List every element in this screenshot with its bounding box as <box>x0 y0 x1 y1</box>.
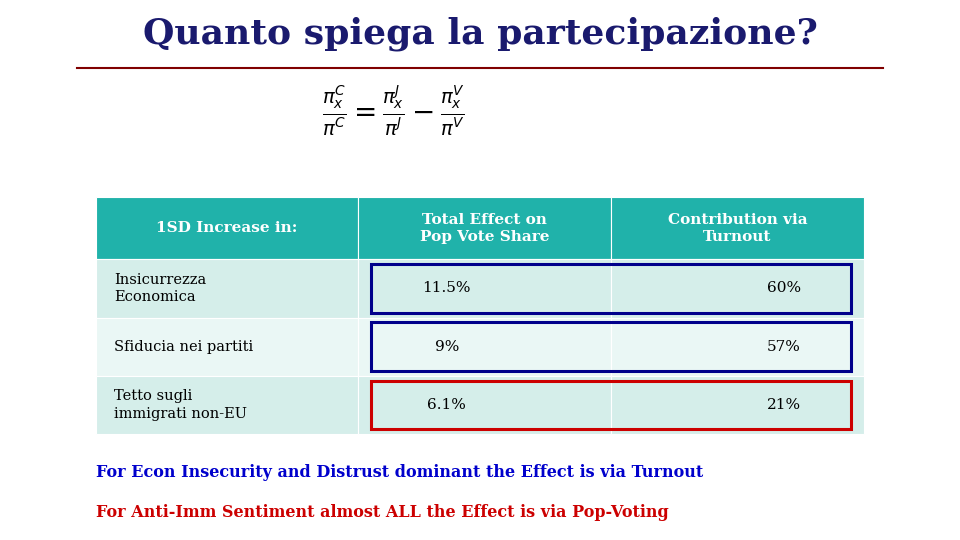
FancyBboxPatch shape <box>612 197 864 259</box>
Text: Contribution via
Turnout: Contribution via Turnout <box>668 213 807 244</box>
Text: 60%: 60% <box>767 281 801 295</box>
Text: Sfiducia nei partiti: Sfiducia nei partiti <box>114 340 253 354</box>
Text: Quanto spiega la partecipazione?: Quanto spiega la partecipazione? <box>143 16 817 51</box>
Text: Total Effect on
Pop Vote Share: Total Effect on Pop Vote Share <box>420 213 549 244</box>
Text: $\frac{\pi_x^C}{\pi^C} = \frac{\pi_x^J}{\pi^J} - \frac{\pi_x^V}{\pi^V}$: $\frac{\pi_x^C}{\pi^C} = \frac{\pi_x^J}{… <box>323 84 465 138</box>
Text: 11.5%: 11.5% <box>422 281 471 295</box>
FancyBboxPatch shape <box>96 318 358 376</box>
Text: 57%: 57% <box>767 340 801 354</box>
Text: For Econ Insecurity and Distrust dominant the Effect is via Turnout: For Econ Insecurity and Distrust dominan… <box>96 464 704 481</box>
Text: Insicurrezza
Economica: Insicurrezza Economica <box>114 273 206 304</box>
Text: 6.1%: 6.1% <box>427 398 467 412</box>
Text: 1SD Increase in:: 1SD Increase in: <box>156 221 298 235</box>
FancyBboxPatch shape <box>612 318 864 376</box>
Text: Tetto sugli
immigrati non-EU: Tetto sugli immigrati non-EU <box>114 389 248 421</box>
FancyBboxPatch shape <box>358 259 612 318</box>
FancyBboxPatch shape <box>358 318 612 376</box>
FancyBboxPatch shape <box>358 197 612 259</box>
Text: 21%: 21% <box>767 398 801 412</box>
FancyBboxPatch shape <box>96 376 358 434</box>
FancyBboxPatch shape <box>96 197 358 259</box>
FancyBboxPatch shape <box>358 376 612 434</box>
FancyBboxPatch shape <box>612 259 864 318</box>
FancyBboxPatch shape <box>612 376 864 434</box>
Text: For Anti-Imm Sentiment almost ALL the Effect is via Pop-Voting: For Anti-Imm Sentiment almost ALL the Ef… <box>96 504 669 521</box>
Text: 9%: 9% <box>435 340 459 354</box>
FancyBboxPatch shape <box>96 259 358 318</box>
